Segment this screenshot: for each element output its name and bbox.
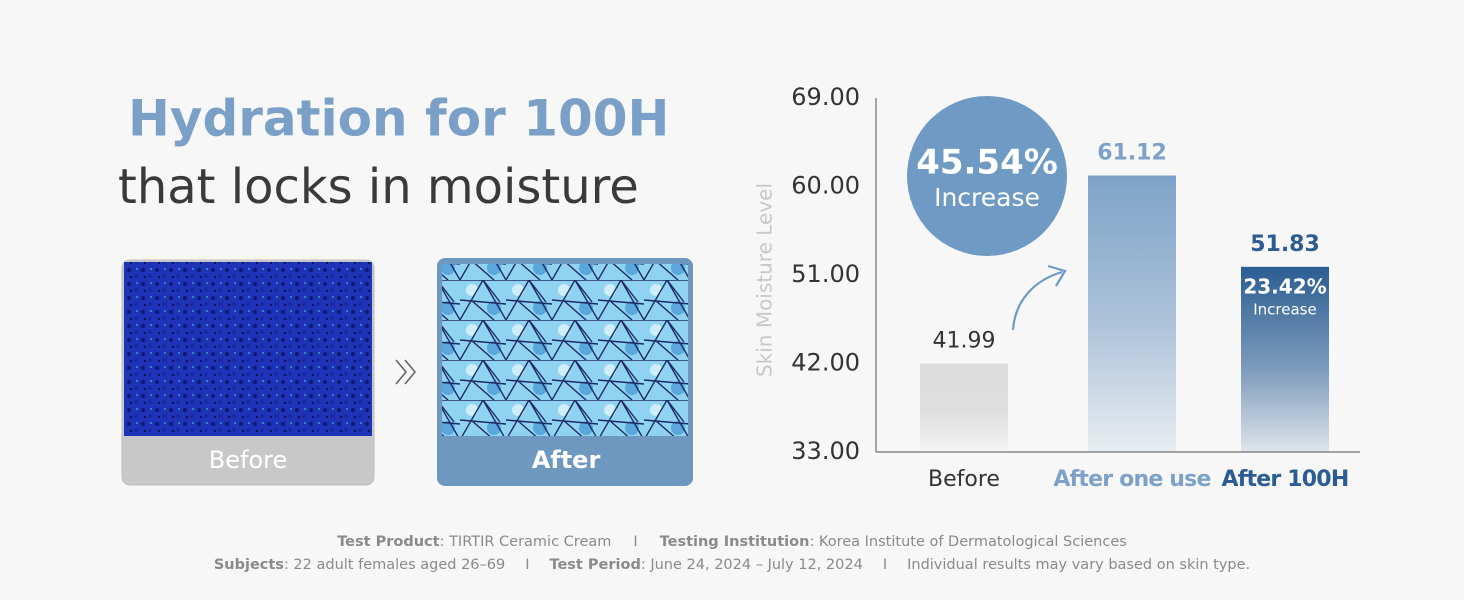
badge-text: Increase bbox=[934, 183, 1040, 212]
fn-text: : June 24, 2024 – July 12, 2024 bbox=[641, 557, 863, 573]
y-tick-label: 51.00 bbox=[791, 260, 860, 288]
y-tick-label: 42.00 bbox=[791, 349, 860, 377]
bar bbox=[1088, 175, 1176, 452]
fn-key: Subjects bbox=[214, 557, 284, 573]
before-label: Before bbox=[209, 446, 287, 474]
y-tick-label: 60.00 bbox=[791, 172, 860, 200]
y-axis-label: Skin Moisture Level bbox=[753, 183, 777, 377]
fn-text: Individual results may vary based on ski… bbox=[907, 557, 1250, 573]
after-image bbox=[442, 264, 688, 436]
after-label: After bbox=[532, 446, 601, 474]
x-tick-label: Before bbox=[928, 467, 1000, 492]
fn-sep: I bbox=[633, 534, 637, 550]
headline-2: that locks in moisture bbox=[118, 159, 639, 215]
fn-key: Testing Institution bbox=[660, 534, 810, 550]
y-tick-label: 69.00 bbox=[791, 83, 860, 111]
chevron-icon bbox=[395, 359, 417, 385]
y-tick-label: 33.00 bbox=[791, 437, 860, 465]
increase-arrow bbox=[1011, 270, 1063, 331]
fn-key: Test Product bbox=[337, 534, 439, 550]
value-label: 51.83 bbox=[1250, 232, 1320, 257]
value-label: 61.12 bbox=[1097, 140, 1167, 165]
bar bbox=[920, 363, 1008, 452]
badge-value: 45.54% bbox=[916, 143, 1058, 183]
fn-text: : TIRTIR Ceramic Cream bbox=[440, 534, 612, 550]
increase-badge bbox=[907, 96, 1067, 256]
x-tick-label: After 100H bbox=[1222, 467, 1349, 492]
fn-key: Test Period bbox=[550, 557, 641, 573]
fn-text: : 22 adult females aged 26–69 bbox=[284, 557, 505, 573]
value-label: 41.99 bbox=[933, 329, 996, 354]
bar-note-text: Increase bbox=[1253, 301, 1316, 319]
bar-note-value: 23.42% bbox=[1243, 275, 1326, 299]
headline-1: Hydration for 100H bbox=[128, 90, 669, 148]
bar bbox=[1241, 266, 1329, 452]
before-image bbox=[124, 262, 372, 436]
fn-sep: I bbox=[525, 557, 529, 573]
fn-sep: I bbox=[883, 557, 887, 573]
x-tick-label: After one use bbox=[1053, 467, 1210, 492]
footnote-2: Subjects: 22 adult females aged 26–69 I Te… bbox=[214, 557, 1250, 573]
increase-arrowhead bbox=[1047, 264, 1067, 287]
fn-text: : Korea Institute of Dermatological Scie… bbox=[809, 534, 1126, 550]
footnote-1: Test Product: TIRTIR Ceramic Cream I Testi… bbox=[337, 534, 1127, 550]
